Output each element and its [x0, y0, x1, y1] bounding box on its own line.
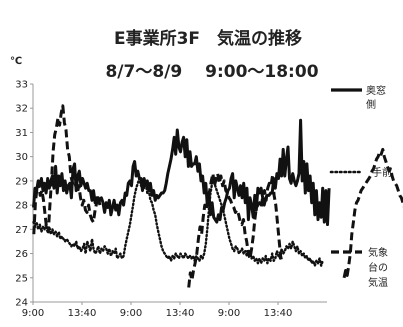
- y-ticks: 24 25 26 27 28 29 30 31 32 33: [15, 80, 33, 309]
- x-tick-label: 9:00: [218, 308, 240, 319]
- legend-label-okumado-2: 側: [366, 98, 376, 111]
- legend-label-kishodai-2: 台の: [368, 261, 388, 274]
- y-tick-label: 24: [15, 298, 28, 309]
- axes: [33, 84, 327, 302]
- series-line-2-seg-0: [34, 106, 100, 234]
- legend: 奥窓 側 手前 気象 台の 気温: [331, 84, 392, 289]
- x-tick-label: 13:40: [264, 308, 293, 319]
- series-line-0: [34, 120, 330, 224]
- y-tick-label: 30: [15, 152, 28, 163]
- x-tick-label: 9:00: [120, 308, 142, 319]
- legend-label-kishodai-3: 気温: [368, 276, 388, 289]
- y-tick-label: 27: [15, 225, 28, 236]
- series-lines: [34, 106, 403, 288]
- x-tick-label: 13:40: [166, 308, 195, 319]
- y-tick-label: 32: [15, 104, 28, 115]
- y-tick-label: 26: [15, 249, 28, 260]
- x-tick-label: 13:40: [68, 308, 97, 319]
- legend-label-temae: 手前: [372, 166, 392, 179]
- chart-title: E事業所3F 気温の推移: [114, 28, 302, 49]
- y-tick-label: 25: [15, 273, 28, 284]
- legend-label-kishodai-1: 気象: [368, 246, 388, 259]
- y-tick-label: 29: [15, 176, 28, 187]
- y-tick-label: 33: [15, 80, 28, 91]
- y-axis-unit: ℃: [10, 56, 22, 67]
- legend-label-okumado-1: 奥窓: [366, 84, 386, 97]
- y-tick-label: 31: [15, 128, 28, 139]
- x-tick-label: 9:00: [22, 308, 44, 319]
- x-ticks: 9:00 13:40 9:00 13:40 9:00 13:40: [22, 302, 293, 319]
- chart-subtitle: 8/7～8/9 9:00～18:00: [105, 62, 318, 82]
- y-tick-label: 28: [15, 201, 28, 212]
